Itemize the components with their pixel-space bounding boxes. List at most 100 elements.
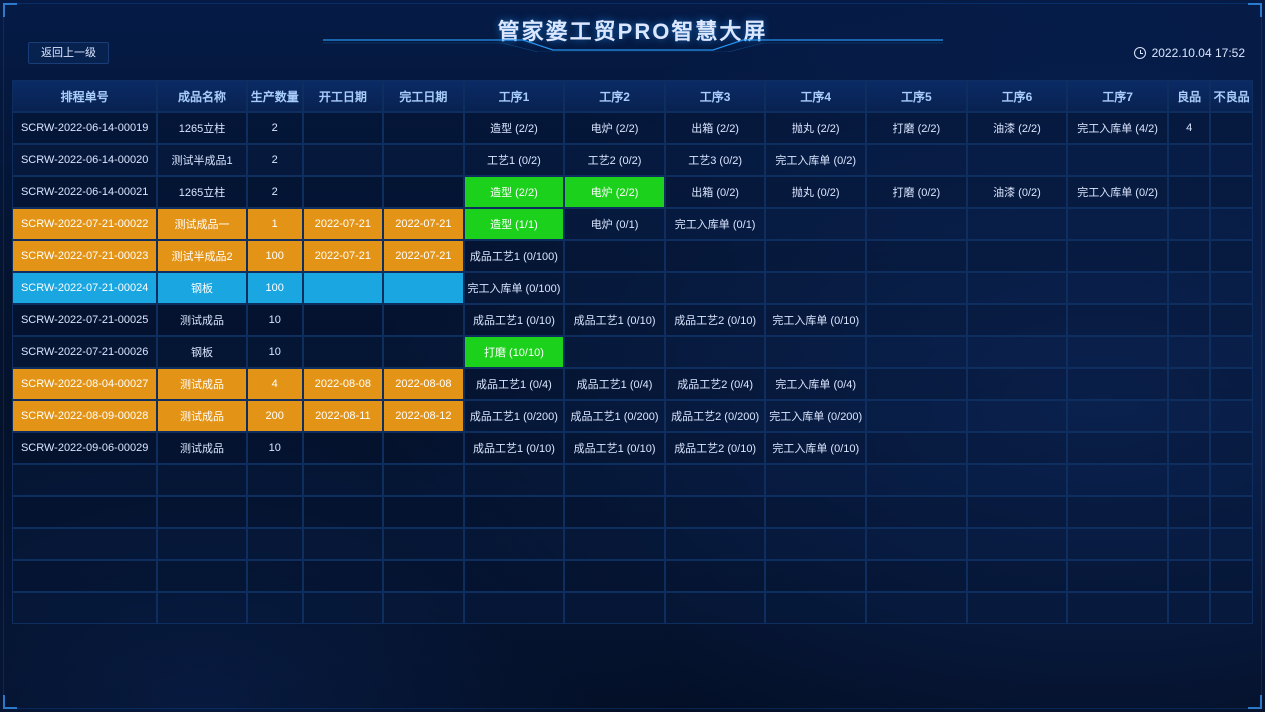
col-good: 良品 <box>1168 80 1210 112</box>
cell-order: SCRW-2022-07-21-00023 <box>12 240 157 272</box>
cell-empty <box>967 560 1068 592</box>
table-row[interactable]: SCRW-2022-07-21-00024钢板100完工入库单 (0/100) <box>12 272 1253 304</box>
table-row-empty <box>12 560 1253 592</box>
schedule-table: 排程单号成品名称生产数量开工日期完工日期工序1工序2工序3工序4工序5工序6工序… <box>12 80 1253 624</box>
cell-step-7 <box>1067 432 1168 464</box>
cell-name: 测试半成品1 <box>157 144 246 176</box>
table-row[interactable]: SCRW-2022-09-06-00029测试成品10成品工艺1 (0/10)成… <box>12 432 1253 464</box>
cell-empty <box>1168 464 1210 496</box>
cell-end: 2022-07-21 <box>383 208 463 240</box>
cell-empty <box>464 464 565 496</box>
cell-empty <box>464 592 565 624</box>
cell-start: 2022-07-21 <box>303 240 383 272</box>
page-title: 管家婆工贸PRO智慧大屏 <box>498 14 768 46</box>
cell-empty <box>383 496 463 528</box>
cell-empty <box>157 496 246 528</box>
cell-empty <box>1210 464 1253 496</box>
cell-step-7 <box>1067 400 1168 432</box>
cell-step-7 <box>1067 272 1168 304</box>
cell-empty <box>157 528 246 560</box>
cell-end: 2022-08-08 <box>383 368 463 400</box>
table-row[interactable]: SCRW-2022-07-21-00023测试半成品21002022-07-21… <box>12 240 1253 272</box>
col-step-3: 工序3 <box>665 80 766 112</box>
cell-step-5 <box>866 208 967 240</box>
cell-empty <box>464 496 565 528</box>
table-row[interactable]: SCRW-2022-07-21-00026钢板10打磨 (10/10) <box>12 336 1253 368</box>
cell-step-1: 成品工艺1 (0/100) <box>464 240 565 272</box>
cell-step-4: 抛丸 (0/2) <box>765 176 866 208</box>
cell-empty <box>247 528 303 560</box>
header: 管家婆工贸PRO智慧大屏 <box>0 0 1265 54</box>
cell-empty <box>247 592 303 624</box>
cell-empty <box>1168 528 1210 560</box>
table-row[interactable]: SCRW-2022-06-14-000191265立柱2造型 (2/2)电炉 (… <box>12 112 1253 144</box>
table-row[interactable]: SCRW-2022-08-09-00028测试成品2002022-08-1120… <box>12 400 1253 432</box>
data-grid: 排程单号成品名称生产数量开工日期完工日期工序1工序2工序3工序4工序5工序6工序… <box>12 80 1253 696</box>
cell-good <box>1168 304 1210 336</box>
cell-step-2 <box>564 336 665 368</box>
cell-empty <box>303 464 383 496</box>
cell-bad <box>1210 336 1253 368</box>
cell-name: 测试成品 <box>157 368 246 400</box>
cell-empty <box>1168 560 1210 592</box>
cell-empty <box>247 560 303 592</box>
cell-step-2: 电炉 (2/2) <box>564 176 665 208</box>
cell-good <box>1168 208 1210 240</box>
cell-step-6 <box>967 432 1068 464</box>
cell-good <box>1168 432 1210 464</box>
cell-empty <box>665 560 766 592</box>
cell-empty <box>383 592 463 624</box>
cell-name: 测试成品 <box>157 400 246 432</box>
back-button[interactable]: 返回上一级 <box>28 42 109 64</box>
cell-bad <box>1210 368 1253 400</box>
cell-start: 2022-08-08 <box>303 368 383 400</box>
cell-bad <box>1210 432 1253 464</box>
cell-step-3 <box>665 272 766 304</box>
cell-qty: 200 <box>247 400 303 432</box>
cell-step-3: 出箱 (2/2) <box>665 112 766 144</box>
cell-empty <box>12 560 157 592</box>
cell-step-7 <box>1067 240 1168 272</box>
cell-step-4: 完工入库单 (0/200) <box>765 400 866 432</box>
cell-empty <box>157 464 246 496</box>
cell-qty: 100 <box>247 240 303 272</box>
cell-order: SCRW-2022-06-14-00019 <box>12 112 157 144</box>
cell-qty: 100 <box>247 272 303 304</box>
cell-name: 1265立柱 <box>157 112 246 144</box>
table-header-row: 排程单号成品名称生产数量开工日期完工日期工序1工序2工序3工序4工序5工序6工序… <box>12 80 1253 112</box>
cell-step-4: 抛丸 (2/2) <box>765 112 866 144</box>
cell-empty <box>665 464 766 496</box>
col-step-6: 工序6 <box>967 80 1068 112</box>
cell-order: SCRW-2022-09-06-00029 <box>12 432 157 464</box>
table-row[interactable]: SCRW-2022-07-21-00022测试成品一12022-07-21202… <box>12 208 1253 240</box>
table-row[interactable]: SCRW-2022-07-21-00025测试成品10成品工艺1 (0/10)成… <box>12 304 1253 336</box>
cell-empty <box>464 528 565 560</box>
table-row[interactable]: SCRW-2022-06-14-000211265立柱2造型 (2/2)电炉 (… <box>12 176 1253 208</box>
timestamp-area: 2022.10.04 17:52 <box>1134 46 1245 60</box>
cell-empty <box>765 528 866 560</box>
cell-step-5 <box>866 400 967 432</box>
cell-step-4: 完工入库单 (0/10) <box>765 432 866 464</box>
cell-step-2: 工艺2 (0/2) <box>564 144 665 176</box>
cell-empty <box>1067 464 1168 496</box>
timestamp-text: 2022.10.04 17:52 <box>1152 46 1245 60</box>
cell-empty <box>564 560 665 592</box>
cell-step-3: 成品工艺2 (0/4) <box>665 368 766 400</box>
cell-empty <box>247 464 303 496</box>
table-row[interactable]: SCRW-2022-06-14-00020测试半成品12工艺1 (0/2)工艺2… <box>12 144 1253 176</box>
cell-order: SCRW-2022-07-21-00026 <box>12 336 157 368</box>
cell-step-7: 完工入库单 (4/2) <box>1067 112 1168 144</box>
cell-end <box>383 176 463 208</box>
cell-step-1: 造型 (1/1) <box>464 208 565 240</box>
cell-step-2: 成品工艺1 (0/4) <box>564 368 665 400</box>
cell-step-4: 完工入库单 (0/4) <box>765 368 866 400</box>
cell-bad <box>1210 400 1253 432</box>
table-row[interactable]: SCRW-2022-08-04-00027测试成品42022-08-082022… <box>12 368 1253 400</box>
cell-empty <box>1067 528 1168 560</box>
cell-empty <box>564 464 665 496</box>
cell-empty <box>765 464 866 496</box>
cell-step-7: 完工入库单 (0/2) <box>1067 176 1168 208</box>
cell-step-1: 成品工艺1 (0/10) <box>464 304 565 336</box>
cell-step-4 <box>765 240 866 272</box>
cell-good <box>1168 144 1210 176</box>
